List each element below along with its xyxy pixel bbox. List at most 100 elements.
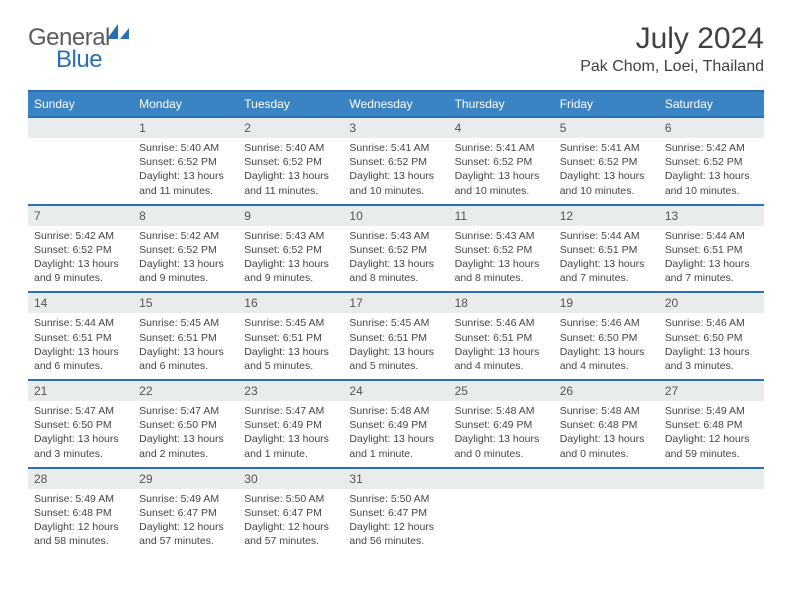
weekday-header: Saturday [659,91,764,117]
day-cell: Sunrise: 5:41 AMSunset: 6:52 PMDaylight:… [343,138,448,205]
day-number [659,468,764,489]
sunrise-text: Sunrise: 5:42 AM [139,229,232,243]
day-content-row: Sunrise: 5:42 AMSunset: 6:52 PMDaylight:… [28,226,764,293]
sunset-text: Sunset: 6:51 PM [665,243,758,257]
day-cell: Sunrise: 5:48 AMSunset: 6:48 PMDaylight:… [554,401,659,468]
weekday-header: Monday [133,91,238,117]
day-number: 9 [238,205,343,226]
day-cell [28,138,133,205]
day-number: 23 [238,380,343,401]
sunset-text: Sunset: 6:47 PM [349,506,442,520]
day-cell: Sunrise: 5:49 AMSunset: 6:47 PMDaylight:… [133,489,238,555]
sunset-text: Sunset: 6:49 PM [244,418,337,432]
day-number: 21 [28,380,133,401]
day-number: 11 [449,205,554,226]
day-number: 18 [449,292,554,313]
sunset-text: Sunset: 6:51 PM [34,331,127,345]
daylight-text: Daylight: 12 hours and 57 minutes. [139,520,232,548]
day-number: 4 [449,117,554,138]
day-number: 7 [28,205,133,226]
daylight-text: Daylight: 13 hours and 5 minutes. [244,345,337,373]
daylight-text: Daylight: 13 hours and 8 minutes. [349,257,442,285]
daylight-text: Daylight: 13 hours and 7 minutes. [665,257,758,285]
sunrise-text: Sunrise: 5:46 AM [560,316,653,330]
sunset-text: Sunset: 6:51 PM [560,243,653,257]
sunrise-text: Sunrise: 5:47 AM [34,404,127,418]
weekday-header: Sunday [28,91,133,117]
daylight-text: Daylight: 13 hours and 2 minutes. [139,432,232,460]
sunset-text: Sunset: 6:52 PM [349,243,442,257]
weekday-header-row: SundayMondayTuesdayWednesdayThursdayFrid… [28,91,764,117]
day-number: 1 [133,117,238,138]
sunset-text: Sunset: 6:47 PM [244,506,337,520]
day-cell: Sunrise: 5:40 AMSunset: 6:52 PMDaylight:… [133,138,238,205]
day-cell: Sunrise: 5:50 AMSunset: 6:47 PMDaylight:… [343,489,448,555]
daylight-text: Daylight: 12 hours and 57 minutes. [244,520,337,548]
day-number: 24 [343,380,448,401]
daylight-text: Daylight: 13 hours and 3 minutes. [34,432,127,460]
sunset-text: Sunset: 6:52 PM [665,155,758,169]
day-cell: Sunrise: 5:45 AMSunset: 6:51 PMDaylight:… [133,313,238,380]
weekday-header: Friday [554,91,659,117]
daylight-text: Daylight: 13 hours and 9 minutes. [34,257,127,285]
sunset-text: Sunset: 6:49 PM [455,418,548,432]
day-number: 17 [343,292,448,313]
weekday-header: Thursday [449,91,554,117]
day-content-row: Sunrise: 5:49 AMSunset: 6:48 PMDaylight:… [28,489,764,555]
brand-part-blue: Blue [56,46,102,73]
sunrise-text: Sunrise: 5:43 AM [349,229,442,243]
daylight-text: Daylight: 13 hours and 10 minutes. [665,169,758,197]
day-cell: Sunrise: 5:46 AMSunset: 6:51 PMDaylight:… [449,313,554,380]
sunrise-text: Sunrise: 5:40 AM [244,141,337,155]
day-content-row: Sunrise: 5:40 AMSunset: 6:52 PMDaylight:… [28,138,764,205]
day-content-row: Sunrise: 5:47 AMSunset: 6:50 PMDaylight:… [28,401,764,468]
day-number: 20 [659,292,764,313]
daylight-text: Daylight: 12 hours and 56 minutes. [349,520,442,548]
day-number: 16 [238,292,343,313]
day-cell: Sunrise: 5:50 AMSunset: 6:47 PMDaylight:… [238,489,343,555]
sunrise-text: Sunrise: 5:45 AM [244,316,337,330]
sunset-text: Sunset: 6:48 PM [34,506,127,520]
day-cell: Sunrise: 5:46 AMSunset: 6:50 PMDaylight:… [554,313,659,380]
sunset-text: Sunset: 6:50 PM [34,418,127,432]
sunrise-text: Sunrise: 5:41 AM [349,141,442,155]
day-number-row: 123456 [28,117,764,138]
brand-logo: General Blue [28,22,132,80]
sunset-text: Sunset: 6:52 PM [34,243,127,257]
brand-text: General Blue [28,24,132,80]
day-cell: Sunrise: 5:42 AMSunset: 6:52 PMDaylight:… [28,226,133,293]
daylight-text: Daylight: 13 hours and 0 minutes. [455,432,548,460]
sunrise-text: Sunrise: 5:46 AM [455,316,548,330]
sunrise-text: Sunrise: 5:50 AM [244,492,337,506]
day-number: 14 [28,292,133,313]
sunset-text: Sunset: 6:52 PM [455,243,548,257]
page-header: General Blue July 2024 Pak Chom, Loei, T… [28,22,764,80]
day-number: 19 [554,292,659,313]
sunset-text: Sunset: 6:51 PM [349,331,442,345]
day-number: 12 [554,205,659,226]
day-number: 22 [133,380,238,401]
sunset-text: Sunset: 6:51 PM [244,331,337,345]
daylight-text: Daylight: 13 hours and 3 minutes. [665,345,758,373]
sunset-text: Sunset: 6:51 PM [455,331,548,345]
sunrise-text: Sunrise: 5:45 AM [139,316,232,330]
sunset-text: Sunset: 6:52 PM [244,243,337,257]
title-block: July 2024 Pak Chom, Loei, Thailand [580,22,764,76]
weekday-header: Tuesday [238,91,343,117]
day-number: 27 [659,380,764,401]
day-cell [554,489,659,555]
location-label: Pak Chom, Loei, Thailand [580,58,764,76]
day-cell: Sunrise: 5:40 AMSunset: 6:52 PMDaylight:… [238,138,343,205]
sunrise-text: Sunrise: 5:44 AM [560,229,653,243]
daylight-text: Daylight: 13 hours and 1 minute. [349,432,442,460]
daylight-text: Daylight: 12 hours and 58 minutes. [34,520,127,548]
daylight-text: Daylight: 13 hours and 9 minutes. [139,257,232,285]
day-cell: Sunrise: 5:46 AMSunset: 6:50 PMDaylight:… [659,313,764,380]
day-cell: Sunrise: 5:43 AMSunset: 6:52 PMDaylight:… [238,226,343,293]
day-number [28,117,133,138]
sunset-text: Sunset: 6:50 PM [665,331,758,345]
day-number: 13 [659,205,764,226]
day-cell [449,489,554,555]
sunset-text: Sunset: 6:52 PM [560,155,653,169]
day-cell: Sunrise: 5:49 AMSunset: 6:48 PMDaylight:… [28,489,133,555]
